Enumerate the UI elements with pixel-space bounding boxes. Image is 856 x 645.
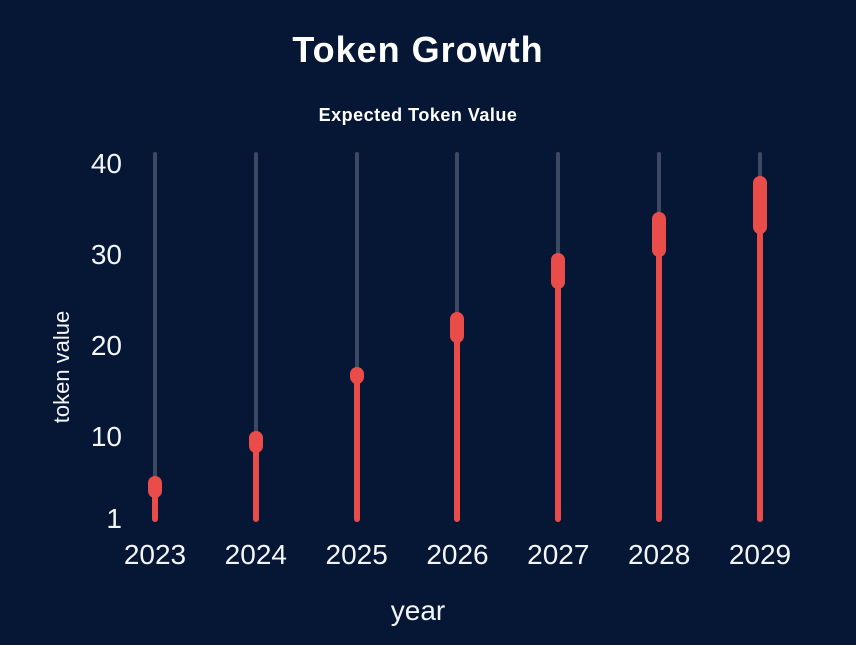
range-capsule [148,476,162,499]
value-stem [353,368,360,522]
value-stem [555,255,562,522]
x-tick-label: 2025 [325,539,388,570]
y-tick-label: 20 [90,330,122,362]
x-tick-label: 2027 [527,539,590,570]
range-track-line [354,152,359,521]
x-axis-title: year [390,595,446,626]
range-capsule [450,312,465,344]
range-capsule [551,253,566,289]
x-tick-label: 2023 [123,539,187,570]
range-capsule [752,175,767,235]
range-capsule [248,430,263,453]
value-stem [756,177,763,522]
value-stem [656,214,663,522]
range-capsule [652,212,667,258]
chart-subtitle: Expected Token Value [318,105,518,125]
x-tick-label: 2028 [627,539,691,570]
value-stem [252,432,259,522]
x-tick-label: 2026 [426,539,489,570]
range-capsule [349,366,364,385]
x-tick-label: 2029 [728,539,792,570]
y-tick-label: 30 [90,239,122,271]
y-tick-label: 40 [90,148,122,179]
range-track-line [153,152,157,521]
value-stem [152,478,158,522]
x-tick-label: 2024 [224,539,287,570]
y-tick-label: 1 [106,503,122,534]
range-track-line [253,152,258,521]
chart-title: Token Growth [292,29,544,70]
value-stem [454,314,461,522]
y-axis-title: token value [49,310,74,424]
y-tick-label: 10 [90,421,122,453]
